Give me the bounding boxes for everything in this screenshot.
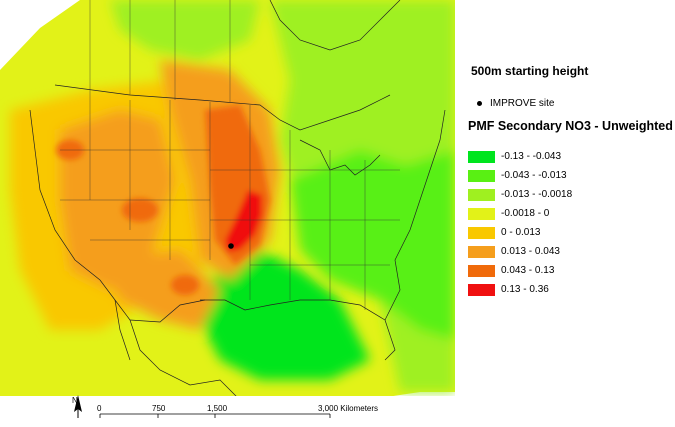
legend-class: 0.013 - 0.043 xyxy=(468,242,572,261)
starting-height-title: 500m starting height xyxy=(471,64,589,78)
scale-bar xyxy=(99,413,331,418)
legend-class: 0.13 - 0.36 xyxy=(468,280,572,299)
north-label: N xyxy=(72,396,78,405)
mexico-coast xyxy=(129,319,241,401)
legend-swatch xyxy=(468,245,495,258)
baja-coast xyxy=(114,299,131,361)
zone-west-spot xyxy=(122,198,158,222)
legend-class-label: 0.13 - 0.36 xyxy=(501,284,549,295)
legend-class-label: 0.013 - 0.043 xyxy=(501,246,560,257)
coastline-gulf xyxy=(200,299,396,361)
zone-atlantic-green xyxy=(390,150,455,320)
legend-class-label: -0.13 - -0.043 xyxy=(501,151,562,162)
zone-hotspot-red xyxy=(225,190,262,252)
legend-swatch xyxy=(468,264,495,277)
legend-class: -0.013 - -0.0018 xyxy=(468,185,572,204)
legend-swatch xyxy=(468,188,495,201)
zone-sw-spot xyxy=(171,275,199,295)
legend-title: PMF Secondary NO3 - Unweighted xyxy=(468,119,673,133)
legend-class: -0.043 - -0.013 xyxy=(468,166,572,185)
legend-class-label: -0.043 - -0.013 xyxy=(501,170,567,181)
legend-panel: 500m starting height IMPROVE site PMF Se… xyxy=(455,0,675,427)
legend-classes: -0.13 - -0.043 -0.043 - -0.013 -0.013 - … xyxy=(468,147,572,299)
legend-swatch xyxy=(468,226,495,239)
zone-gulf-green xyxy=(200,250,370,380)
legend-class-label: 0.043 - 0.13 xyxy=(501,265,555,276)
site-dot-icon xyxy=(477,100,482,106)
legend-class-label: -0.0018 - 0 xyxy=(501,208,550,219)
scale-tick-3000: 3,000 Kilometers xyxy=(318,404,378,413)
scale-tick-0: 0 xyxy=(97,404,102,413)
legend-class-label: 0 - 0.013 xyxy=(501,227,541,238)
scale-tick-750: 750 xyxy=(152,404,166,413)
improve-site-marker[interactable] xyxy=(228,243,234,249)
hudson-bay-coast xyxy=(269,0,401,51)
legend-class: 0.043 - 0.13 xyxy=(468,261,572,280)
state-lines-east xyxy=(210,105,400,310)
legend-swatch xyxy=(468,169,495,182)
zone-southwest-orange xyxy=(100,250,220,330)
legend-class: -0.13 - -0.043 xyxy=(468,147,572,166)
coastline-east xyxy=(384,109,446,321)
map-canvas[interactable]: N 0 750 1,500 3,000 Kilometers xyxy=(0,0,455,427)
improve-site-legend: IMPROVE site xyxy=(477,98,554,109)
legend-swatch xyxy=(468,283,495,296)
legend-class: -0.0018 - 0 xyxy=(468,204,572,223)
zone-north-green xyxy=(110,0,260,60)
border-canada-us xyxy=(54,84,391,131)
coastline-west xyxy=(29,109,131,321)
border-us-mexico xyxy=(129,299,206,323)
legend-swatch xyxy=(468,207,495,220)
legend-swatch xyxy=(468,150,495,163)
scale-tick-1500: 1,500 xyxy=(207,404,228,413)
legend-class-label: -0.013 - -0.0018 xyxy=(501,189,573,200)
great-lakes xyxy=(299,139,381,176)
legend-class: 0 - 0.013 xyxy=(468,223,572,242)
state-lines-west xyxy=(60,95,211,260)
improve-site-label: IMPROVE site xyxy=(490,98,555,109)
north-arrow-icon xyxy=(74,395,82,418)
province-lines xyxy=(89,0,231,102)
